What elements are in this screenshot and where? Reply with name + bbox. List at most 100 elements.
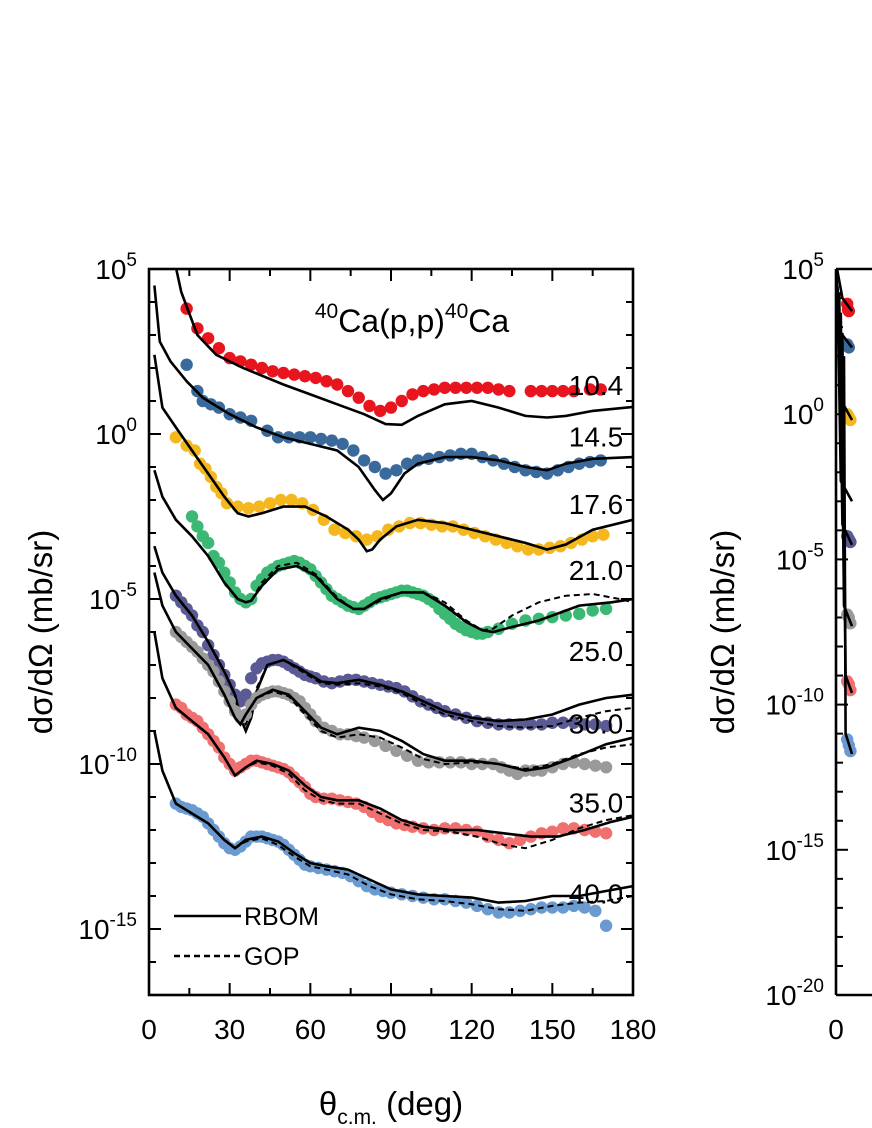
data-point (368, 734, 382, 748)
series-21-0 (153, 469, 633, 640)
data-point (309, 371, 322, 385)
energy-label: 35.0 (569, 788, 624, 819)
data-point (352, 391, 365, 404)
series-40-0 (153, 730, 633, 932)
data-point (586, 604, 599, 617)
data-point (244, 358, 258, 371)
data-point (188, 444, 201, 457)
data-point (325, 434, 339, 447)
y-tick-exponent: -10 (797, 686, 824, 707)
data-point (535, 384, 548, 398)
data-point (331, 378, 344, 391)
data-point (220, 497, 234, 510)
rbom-curve (153, 631, 633, 838)
data-point (492, 906, 505, 919)
data-point (417, 384, 430, 398)
series-10-4 (174, 269, 633, 427)
rbom-curve (153, 469, 633, 634)
title-superscript: 40 (445, 300, 468, 323)
title-main: Ca(p,p) (338, 303, 445, 339)
data-point (368, 460, 382, 474)
data-point (589, 759, 602, 772)
x-axis-label: θc.m. (deg) (319, 1085, 463, 1128)
data-point (583, 383, 597, 396)
data-point (244, 672, 258, 685)
data-point (288, 368, 301, 381)
data-point (242, 502, 255, 515)
data-point (263, 497, 277, 510)
series-14-5 (153, 285, 633, 502)
data-point (384, 401, 398, 414)
data-point (597, 528, 610, 541)
data-point (328, 523, 341, 536)
data-point (443, 449, 457, 462)
rbom-curve (842, 356, 854, 755)
y-tick-exponent: -10 (110, 745, 137, 766)
data-point (535, 718, 548, 731)
data-point (201, 536, 215, 550)
data-point (390, 464, 403, 477)
y-tick-label: 100 (95, 415, 137, 450)
x-label-theta: θ (319, 1085, 337, 1122)
energy-label: 25.0 (569, 636, 624, 667)
data-point (374, 404, 387, 418)
data-point (567, 384, 581, 398)
title-superscript: 40 (315, 300, 338, 323)
data-point (180, 358, 193, 371)
legend-label: RBOM (244, 903, 319, 931)
data-point (169, 431, 183, 444)
data-point (212, 556, 226, 569)
y-tick-base: 10 (89, 584, 120, 615)
y-tick-exponent: -5 (120, 580, 137, 601)
data-point (357, 731, 371, 744)
data-point (470, 381, 484, 394)
data-point (454, 756, 468, 769)
series-right (841, 356, 857, 758)
data-point (511, 540, 524, 553)
y-tick-base: 10 (95, 419, 126, 450)
data-point (379, 467, 392, 480)
legend-label: GOP (244, 943, 300, 971)
y-axis-label: dσ/dΩ (mb/sr) (704, 530, 741, 735)
data-point (556, 384, 570, 398)
data-point (546, 825, 559, 838)
y-tick-label: 10-5 (89, 580, 137, 615)
data-point (481, 381, 494, 394)
data-point (400, 457, 414, 470)
data-point (842, 304, 855, 318)
rbom-curve (174, 269, 633, 427)
y-tick-base: 10 (765, 690, 796, 721)
series-25-0 (153, 545, 633, 735)
data-point (395, 394, 408, 408)
y-tick-exponent: -20 (797, 976, 824, 997)
y-tick-exponent: -15 (797, 831, 824, 852)
data-point (443, 756, 457, 769)
gop-curve (153, 545, 633, 729)
data-point (503, 384, 516, 398)
data-point (556, 822, 570, 835)
y-tick-base: 10 (78, 749, 109, 780)
data-point (599, 919, 613, 932)
data-point (212, 342, 226, 355)
energy-label: 21.0 (569, 555, 624, 586)
energy-label: 30.0 (569, 708, 624, 739)
y-tick-exponent: -5 (807, 540, 824, 561)
y-tick-label: 10-10 (765, 686, 824, 721)
data-point (414, 516, 427, 530)
data-point (503, 837, 516, 850)
y-tick-label: 105 (782, 250, 824, 285)
rbom-curve (153, 572, 633, 772)
y-tick-label: 10-10 (78, 745, 137, 780)
x-tick-label: 0 (828, 1014, 844, 1045)
data-point (347, 444, 360, 457)
data-point (460, 896, 473, 909)
data-point (573, 607, 586, 621)
y-tick-exponent: 5 (126, 250, 137, 271)
x-tick-label: 120 (448, 1014, 495, 1045)
data-point (382, 523, 395, 536)
data-point (481, 903, 494, 916)
y-tick-label: 10-5 (776, 540, 824, 575)
data-point (556, 716, 570, 729)
data-point (360, 533, 373, 546)
